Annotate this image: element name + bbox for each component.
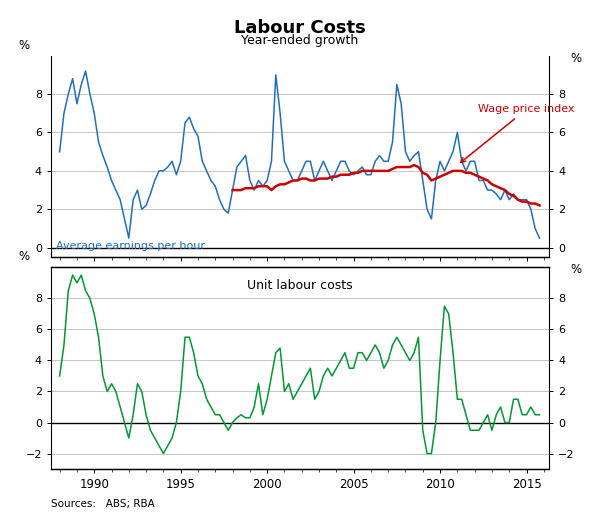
Text: Average earnings per hour: Average earnings per hour: [56, 241, 205, 251]
Text: Labour Costs: Labour Costs: [234, 19, 366, 37]
Y-axis label: %: %: [18, 39, 29, 51]
Text: Wage price index: Wage price index: [461, 104, 575, 162]
Text: Unit labour costs: Unit labour costs: [247, 279, 353, 293]
Text: Sources:   ABS; RBA: Sources: ABS; RBA: [51, 499, 155, 509]
Y-axis label: %: %: [18, 250, 29, 263]
Y-axis label: %: %: [571, 263, 582, 276]
Text: Year-ended growth: Year-ended growth: [241, 34, 359, 48]
Y-axis label: %: %: [571, 51, 582, 65]
